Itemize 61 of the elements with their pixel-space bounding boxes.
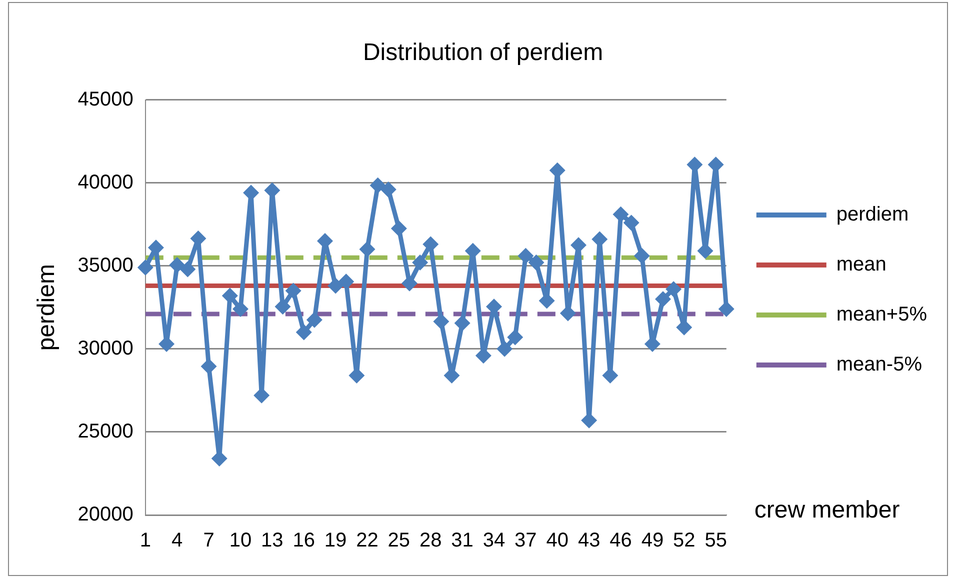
- legend-label: mean+5%: [836, 304, 928, 326]
- point: [634, 248, 650, 264]
- chart-title: Distribution of perdiem: [362, 39, 604, 66]
- y-axis-title: perdiem: [33, 264, 60, 351]
- x-tick-label: 22: [356, 530, 378, 552]
- x-tick-label: 34: [482, 530, 506, 552]
- x-tick-label: 13: [261, 530, 284, 552]
- point: [666, 281, 682, 298]
- x-tick-label: 28: [419, 530, 442, 552]
- point: [718, 301, 734, 318]
- point: [338, 274, 354, 290]
- x-tick-label: 40: [546, 530, 568, 552]
- point: [200, 358, 217, 374]
- y-tick-label: 45000: [78, 88, 134, 110]
- legend-label: perdiem: [836, 204, 909, 226]
- point: [370, 177, 386, 194]
- x-axis-title: crew member: [754, 496, 900, 524]
- point: [518, 248, 534, 264]
- x-tick-label: 7: [203, 530, 214, 552]
- y-tick-label: 20000: [78, 504, 134, 526]
- legend-label: mean-5%: [836, 354, 922, 376]
- point: [232, 301, 248, 318]
- point: [137, 260, 154, 276]
- x-tick-label: 49: [641, 530, 664, 552]
- point: [222, 288, 238, 304]
- point: [623, 214, 640, 231]
- point: [496, 340, 513, 357]
- point: [359, 241, 376, 258]
- point: [528, 254, 544, 271]
- point: [612, 206, 629, 222]
- x-tick-label: 25: [388, 530, 410, 552]
- point: [306, 312, 322, 328]
- point: [655, 291, 672, 308]
- point: [412, 254, 428, 271]
- x-tick-label: 19: [324, 530, 347, 552]
- point: [433, 314, 450, 330]
- x-tick-label: 10: [229, 530, 252, 552]
- x-tick-label: 31: [451, 530, 474, 552]
- point: [401, 275, 418, 292]
- x-tick-label: 16: [292, 530, 315, 552]
- y-tick-label: 40000: [78, 171, 134, 194]
- y-tick-label: 35000: [78, 254, 134, 276]
- point: [328, 278, 344, 294]
- x-tick-label: 4: [172, 530, 183, 552]
- x-tick-label: 1: [140, 530, 151, 552]
- point: [390, 220, 407, 237]
- x-tick-label: 37: [514, 530, 537, 552]
- x-tick-label: 52: [673, 530, 696, 552]
- legend-label: mean: [836, 254, 886, 276]
- point: [296, 324, 312, 340]
- x-tick-label: 43: [578, 530, 600, 552]
- y-tick-label: 25000: [78, 420, 134, 442]
- point: [169, 257, 186, 274]
- point: [507, 329, 524, 346]
- point: [180, 261, 196, 278]
- point: [454, 315, 470, 332]
- x-tick-label: 46: [610, 530, 632, 552]
- y-tick-label: 30000: [78, 337, 134, 360]
- point: [285, 282, 302, 299]
- x-tick-label: 55: [704, 530, 727, 552]
- point: [380, 181, 396, 198]
